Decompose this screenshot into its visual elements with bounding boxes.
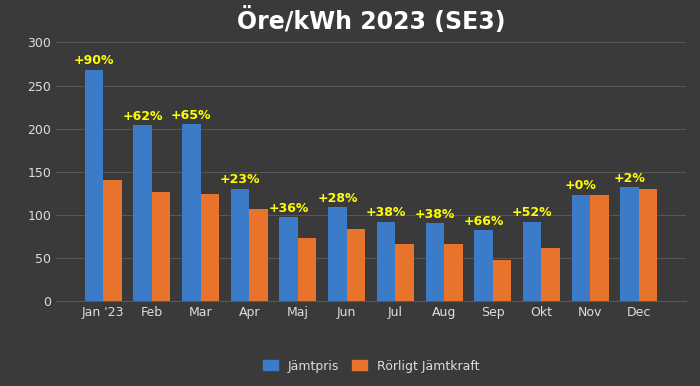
Bar bbox=[444, 244, 463, 301]
Text: +23%: +23% bbox=[220, 173, 260, 186]
Text: +38%: +38% bbox=[414, 208, 455, 221]
Text: +65%: +65% bbox=[171, 109, 211, 122]
Legend: Jämtpris, Rörligt Jämtkraft: Jämtpris, Rörligt Jämtkraft bbox=[258, 355, 484, 378]
Bar bbox=[85, 70, 103, 301]
Bar bbox=[590, 195, 609, 301]
Bar bbox=[182, 124, 200, 301]
Text: +38%: +38% bbox=[366, 206, 406, 219]
Text: +52%: +52% bbox=[512, 206, 552, 219]
Bar bbox=[103, 180, 122, 301]
Text: +66%: +66% bbox=[463, 215, 504, 228]
Bar bbox=[493, 260, 511, 301]
Bar bbox=[620, 187, 639, 301]
Text: +62%: +62% bbox=[122, 110, 163, 123]
Title: Öre/kWh 2023 (SE3): Öre/kWh 2023 (SE3) bbox=[237, 7, 505, 34]
Bar bbox=[523, 222, 542, 301]
Text: +90%: +90% bbox=[74, 54, 114, 68]
Bar bbox=[133, 125, 152, 301]
Bar bbox=[328, 207, 346, 301]
Bar bbox=[152, 193, 170, 301]
Bar bbox=[395, 244, 414, 301]
Bar bbox=[572, 195, 590, 301]
Bar bbox=[474, 230, 493, 301]
Text: +0%: +0% bbox=[565, 179, 597, 193]
Bar bbox=[377, 222, 395, 301]
Text: +2%: +2% bbox=[614, 172, 645, 185]
Bar bbox=[298, 238, 316, 301]
Bar bbox=[279, 217, 298, 301]
Bar bbox=[231, 189, 249, 301]
Bar bbox=[639, 189, 657, 301]
Bar bbox=[249, 209, 268, 301]
Text: +28%: +28% bbox=[317, 191, 358, 205]
Bar bbox=[426, 223, 444, 301]
Text: +36%: +36% bbox=[269, 202, 309, 215]
Bar bbox=[346, 229, 365, 301]
Bar bbox=[542, 248, 560, 301]
Bar bbox=[200, 194, 219, 301]
